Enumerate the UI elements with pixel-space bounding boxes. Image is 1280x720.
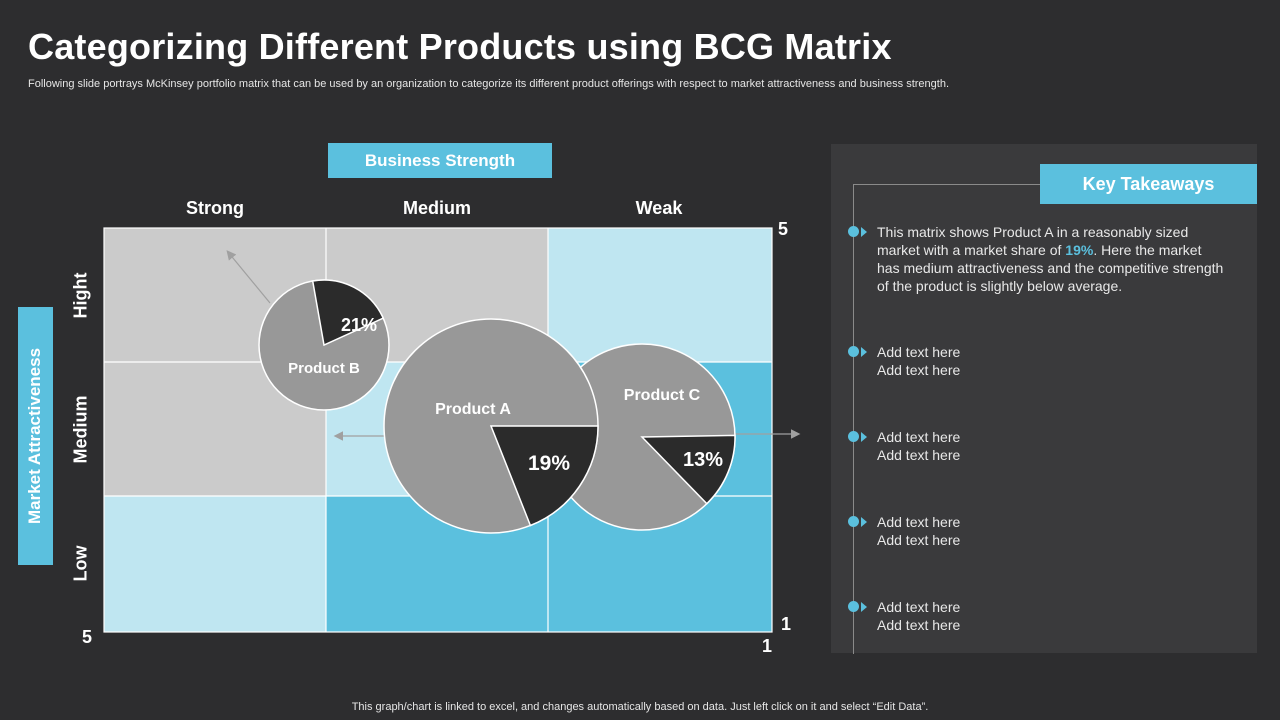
pie-product-b: Product B 21% (258, 279, 390, 411)
pie-slice-product-c (640, 434, 736, 505)
timeline-top-line (853, 184, 1040, 185)
takeaway-text-1: This matrix shows Product A in a reasona… (877, 224, 1224, 294)
takeaway-text-3a: Add text here (877, 429, 961, 445)
pie-value-product-b: 21% (341, 315, 377, 335)
axis-value-bottom-right: 1 (781, 614, 792, 634)
bullet-icon (848, 601, 867, 613)
takeaway-text-5a: Add text here (877, 599, 961, 615)
cell-low-strong (104, 496, 326, 632)
pie-label-product-a: Product A (435, 401, 511, 418)
pie-value-product-a: 19% (528, 452, 570, 475)
takeaway-text-2b: Add text here (877, 362, 961, 378)
column-header-strong: Strong (186, 198, 244, 218)
takeaway-text-3b: Add text here (877, 447, 961, 463)
pie-label-product-b: Product B (288, 360, 360, 377)
cell-high-weak (548, 228, 772, 362)
takeaway-text-2a: Add text here (877, 344, 961, 360)
key-takeaways-heading: Key Takeaways (1040, 164, 1257, 204)
bullet-icon (848, 516, 867, 528)
axis-value-top-right: 5 (778, 219, 789, 239)
page-title: Categorizing Different Products using BC… (28, 26, 892, 67)
page-subtitle: Following slide portrays McKinsey portfo… (28, 78, 950, 90)
bcg-matrix-chart: Product C 13% Product A 19% Product B 21… (103, 227, 801, 633)
pie-product-c: Product C 13% (548, 343, 736, 531)
axis-value-bottom-left: 5 (82, 627, 93, 647)
axis-value-x-end: 1 (762, 636, 773, 656)
pie-value-product-c: 13% (683, 449, 723, 471)
column-header-medium: Medium (402, 198, 471, 218)
key-takeaways-panel (831, 144, 1257, 653)
bullet-icon (848, 346, 867, 358)
column-header-weak: Weak (635, 198, 683, 218)
bullet-icon (848, 226, 867, 238)
takeaway-text-4a: Add text here (877, 514, 961, 530)
timeline-line (853, 184, 854, 654)
bullet-icon (848, 431, 867, 443)
arrow-product-b (226, 250, 271, 304)
takeaway-text-5b: Add text here (877, 617, 961, 633)
pie-slice-product-b (311, 279, 385, 347)
pie-label-product-c: Product C (624, 387, 701, 404)
footer-note: This graph/chart is linked to excel, and… (351, 701, 929, 713)
takeaway-text-4b: Add text here (877, 532, 961, 548)
pie-product-a: Product A 19% (383, 318, 599, 534)
business-strength-label: Business Strength (328, 143, 552, 178)
pie-slice-product-a (489, 425, 599, 527)
market-attractiveness-label: Market Attractiveness (18, 307, 53, 565)
